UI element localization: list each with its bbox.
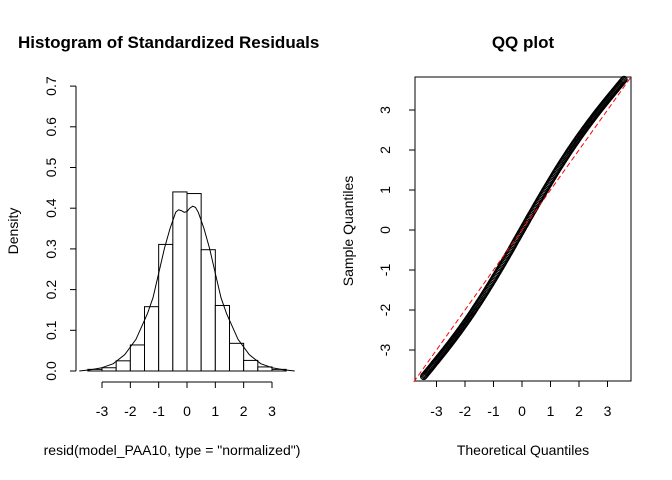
y-tick-label: 0.2 bbox=[43, 280, 59, 300]
qq-point bbox=[620, 75, 628, 84]
histogram-title-clip: Histogram of Standardized Residuals bbox=[18, 33, 319, 52]
histogram-x-axis: -3 -2 -1 0 1 2 3 bbox=[96, 381, 276, 419]
histogram-bar bbox=[257, 366, 273, 372]
histogram-bar bbox=[200, 249, 216, 372]
qq-x-tick-label: -1 bbox=[487, 403, 500, 419]
qq-title: QQ plot bbox=[492, 33, 555, 52]
y-tick-label: 0.5 bbox=[43, 158, 59, 178]
histogram-bar bbox=[129, 344, 146, 372]
qq-reference-line bbox=[413, 77, 631, 383]
histogram-bar bbox=[115, 360, 131, 372]
qq-x-tick-label: 3 bbox=[604, 403, 612, 419]
qq-y-tick-label: 1 bbox=[377, 186, 393, 194]
x-tick-label: -1 bbox=[152, 403, 165, 419]
qq-points bbox=[420, 75, 628, 381]
histogram-bar bbox=[214, 304, 230, 372]
x-tick-label: 3 bbox=[268, 403, 276, 419]
qq-y-tick-label: 0 bbox=[377, 226, 393, 234]
histogram-y-axis: 0.0 0.1 0.2 0.3 0.4 0.5 0.6 0.7 bbox=[43, 76, 77, 381]
qq-x-label: Theoretical Quantiles bbox=[457, 442, 589, 458]
y-tick-label: 0.7 bbox=[43, 76, 59, 96]
histogram-x-label: resid(model_PAA10, type = "normalized") bbox=[44, 442, 301, 458]
x-tick-label: 2 bbox=[240, 403, 248, 419]
density-curve bbox=[79, 205, 295, 372]
histogram-bars bbox=[87, 191, 287, 372]
histogram-bar bbox=[228, 342, 245, 372]
qq-x-tick-label: 2 bbox=[575, 403, 583, 419]
qq-y-tick-label: -1 bbox=[377, 264, 393, 277]
histogram-title: Histogram of Standardized Residuals bbox=[18, 33, 319, 52]
x-tick-label: -3 bbox=[96, 403, 109, 419]
qq-y-axis: -3 -2 -1 0 1 2 3 bbox=[377, 106, 415, 356]
y-tick-label: 0.3 bbox=[43, 239, 59, 259]
qq-x-tick-label: 1 bbox=[547, 403, 555, 419]
histogram-bar bbox=[243, 359, 259, 372]
qq-plot-box bbox=[414, 76, 632, 382]
qq-y-label: Sample Quantiles bbox=[340, 176, 356, 287]
qq-x-tick-label: 0 bbox=[518, 403, 526, 419]
x-tick-label: -2 bbox=[124, 403, 137, 419]
histogram-y-label: Density bbox=[5, 208, 21, 255]
histogram-bar bbox=[172, 191, 188, 372]
qq-x-tick-label: -2 bbox=[459, 403, 472, 419]
qq-y-tick-label: 3 bbox=[377, 106, 393, 114]
y-tick-label: 0.1 bbox=[43, 320, 59, 340]
y-tick-label: 0.6 bbox=[43, 117, 59, 137]
qq-x-tick-label: -3 bbox=[430, 403, 443, 419]
histogram-panel: Histogram of Standardized Residuals -3 -2… bbox=[5, 33, 319, 458]
y-tick-label: 0.0 bbox=[43, 361, 59, 381]
qq-y-tick-label: -3 bbox=[377, 344, 393, 357]
y-tick-label: 0.4 bbox=[43, 198, 59, 218]
qq-panel: QQ plot -3 -2 -1 0 1 2 3 -3 -2 -1 0 1 2 3 Theoretica… bbox=[340, 33, 632, 458]
qq-y-tick-label: -2 bbox=[377, 304, 393, 317]
qq-point bbox=[618, 77, 627, 86]
histogram-bar bbox=[186, 193, 202, 372]
x-tick-label: 1 bbox=[211, 403, 219, 419]
qq-point bbox=[619, 76, 627, 85]
histogram-bar bbox=[101, 367, 117, 372]
qq-x-axis: -3 -2 -1 0 1 2 3 bbox=[430, 381, 612, 419]
x-tick-label: 0 bbox=[183, 403, 191, 419]
qq-y-tick-label: 2 bbox=[377, 146, 393, 154]
